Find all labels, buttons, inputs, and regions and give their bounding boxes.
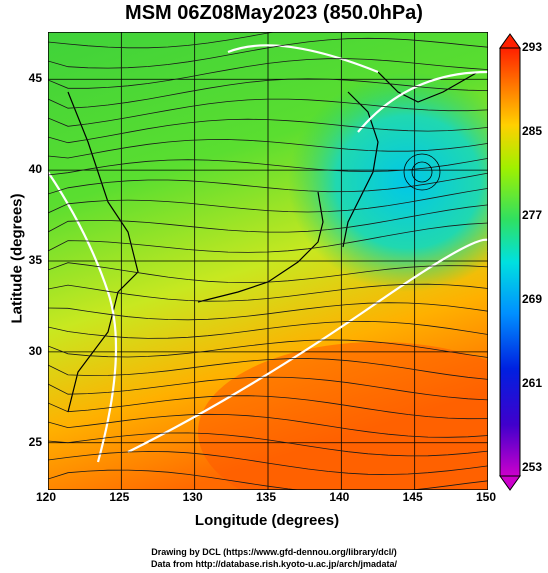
x-tick-label: 150 [475,490,497,504]
warm-region [198,342,488,490]
colorbar-min-arrow [499,475,521,491]
streamline [48,37,488,69]
colorbar-tick-label: 253 [522,460,543,474]
y-tick-label: 40 [28,162,42,177]
streamline [48,78,488,109]
streamline [48,283,488,302]
credit-line-data: Data from http://database.rish.kyoto-u.a… [150,559,398,569]
streamline [48,432,488,457]
streamline [48,58,488,89]
y-tick-label: 45 [28,71,42,86]
map-title: MSM 06Z08May2023 (850.0hPa) [125,2,423,24]
colorbar-tick-label: 277 [522,208,543,222]
x-tick-label: 135 [255,490,277,504]
x-tick-label: 125 [109,490,130,504]
low-pressure-center [411,161,433,183]
low-pressure-ring [403,153,441,191]
colorbar-gradient [499,47,521,477]
colorbar-tick-label: 269 [522,292,543,306]
streamline [48,451,488,475]
streamline [48,118,488,144]
streamline [48,188,488,214]
colorbar-max-arrow [499,33,521,49]
streamline [48,98,488,127]
grid-lines [48,32,488,490]
y-tick-label: 35 [28,253,42,267]
x-tick-label: 130 [182,490,203,504]
credit-line-drawing: Drawing by DCL (https://www.gfd-dennou.o… [151,547,397,557]
y-tick-label: 25 [28,434,42,449]
x-tick-label: 145 [402,490,423,504]
coastlines [67,71,479,413]
streamline [48,413,488,438]
x-tick-label: 120 [35,490,57,504]
streamline [48,395,488,420]
streamline [48,376,488,401]
colorbar-tick-label: 285 [522,124,543,138]
streamline [48,32,276,49]
y-tick-label: 30 [28,343,42,358]
x-axis-label: Longitude (degrees) [194,512,340,529]
streamline [48,339,488,358]
colorbar-tick-label: 293 [522,40,543,54]
streamline [48,139,488,159]
streamline [48,158,488,176]
streamline [48,358,488,380]
y-axis-label: Latitude (degrees) [8,193,26,324]
wind-streamlines [48,32,488,490]
colorbar [499,33,521,491]
streamline [48,320,488,339]
cold-region [288,72,488,292]
streamline [48,172,488,195]
x-tick-label: 140 [329,490,350,504]
streamline [48,222,488,253]
temperature-map [48,32,488,490]
colorbar-tick-label: 261 [522,376,543,390]
streamline [48,302,488,321]
streamline [48,262,488,284]
isotherm-lines [48,44,488,463]
streamline [48,204,488,233]
